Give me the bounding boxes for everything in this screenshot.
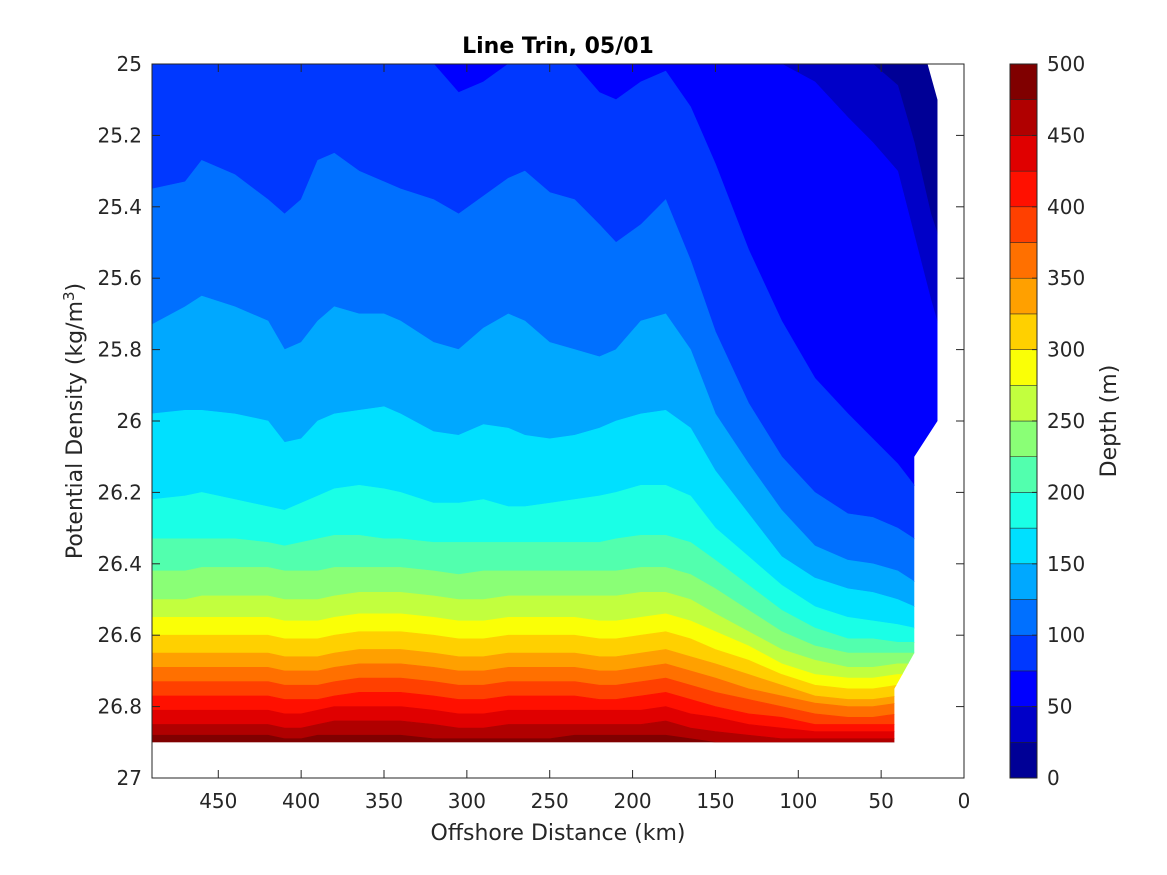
colorbar-segment [1009,527,1038,565]
contour-fill-layer [152,64,938,743]
colorbar-segment [1009,670,1038,707]
colorbar-segment [1009,206,1038,243]
y-tick-label: 26.4 [97,552,142,576]
y-tick-label: 25.2 [97,123,142,147]
x-tick-label: 350 [365,789,403,813]
colorbar-segment [1009,349,1038,386]
y-axis-label: Potential Density (kg/m3) [60,283,88,559]
colorbar-segment [1009,277,1038,315]
colorbar-tick-label: 450 [1047,123,1085,147]
y-tick-label: 25.6 [97,266,142,290]
colorbar-segment [1009,599,1038,636]
x-axis: 450 400 350 300 250 200 150 100 50 0 [199,64,970,813]
colorbar-label: Depth (m) [1097,365,1122,478]
x-tick-label: 250 [531,789,569,813]
y-axis-label-superscript: 3 [60,291,78,301]
colorbar-segment [1009,634,1038,672]
colorbar-segment [1009,706,1038,743]
y-tick-label: 27 [117,766,142,790]
x-axis-label: Offshore Distance (km) [431,821,686,846]
colorbar-segment [1009,742,1038,779]
y-tick-label: 25 [117,52,142,76]
y-axis: 25 25.2 25.4 25.6 25.8 26 26.2 26.4 26.6 26.8 27 [97,52,964,790]
colorbar-segment [1009,456,1038,493]
y-tick-label: 26.6 [97,623,142,647]
colorbar-segment [1009,63,1038,100]
colorbar-tick-label: 200 [1047,480,1085,504]
colorbar-tick-label: 100 [1047,623,1085,647]
colorbar-tick-label: 500 [1047,52,1085,76]
x-tick-label: 50 [868,789,893,813]
x-tick-label: 150 [696,789,734,813]
colorbar-tick-label: 350 [1047,266,1085,290]
colorbar-segment [1009,170,1038,208]
y-axis-label-suffix: ) [63,283,88,292]
colorbar-tick-label: 50 [1047,695,1072,719]
colorbar-tick-label: 400 [1047,195,1085,219]
colorbar-tick-label: 250 [1047,409,1085,433]
y-tick-label: 25.4 [97,195,142,219]
colorbar-tick-label: 0 [1047,766,1060,790]
x-tick-label: 450 [199,789,237,813]
colorbar-segment [1009,563,1038,600]
y-tick-label: 26.2 [97,480,142,504]
contour-band-2 [152,64,938,515]
y-tick-label: 26.8 [97,695,142,719]
colorbar-segment [1009,135,1038,172]
colorbar-segment [1009,492,1038,529]
contour-band-19 [152,734,938,743]
colorbar-segment [1009,385,1038,422]
colorbar: 0 50 100 150 200 250 300 350 400 450 500 [1009,52,1085,790]
colorbar-segment [1009,99,1038,136]
colorbar-tick-label: 150 [1047,552,1085,576]
x-tick-label: 300 [448,789,486,813]
x-tick-label: 100 [779,789,817,813]
x-tick-label: 400 [282,789,320,813]
colorbar-segment [1009,313,1038,350]
contour-band-1 [152,64,938,357]
y-tick-label: 25.8 [97,338,142,362]
colorbar-segment [1009,242,1038,279]
colorbar-segment [1009,420,1038,457]
y-tick-label: 26 [117,409,142,433]
chart-title: Line Trin, 05/01 [462,34,654,59]
y-axis-label-main: Potential Density (kg/m [63,301,88,559]
colorbar-tick-label: 300 [1047,338,1085,362]
x-tick-label: 200 [613,789,651,813]
x-tick-label: 0 [958,789,971,813]
